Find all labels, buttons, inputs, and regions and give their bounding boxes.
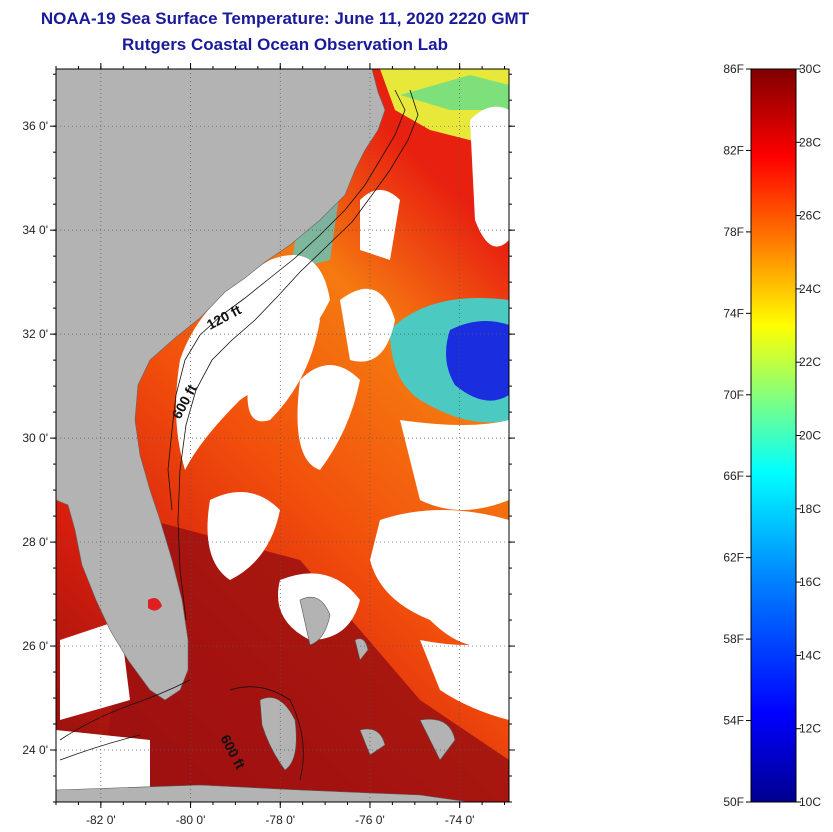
bathymetry-contours	[59, 89, 419, 781]
colorbar-c-label: 10C	[799, 795, 821, 809]
land-bahamas	[259, 596, 456, 771]
colorbar-f-label: 62F	[723, 551, 744, 565]
map-plot-area: 120 ft 600 ft 600 ft	[56, 69, 509, 802]
warm-water-region	[100, 520, 509, 802]
colorbar-f-label: 58F	[723, 632, 744, 646]
lat-tick-label: 36 0'	[22, 119, 48, 133]
lon-tick-label: -78 0'	[265, 813, 295, 827]
colorbar-f-label: 50F	[723, 795, 744, 809]
lon-tick-label: -76 0'	[355, 813, 385, 827]
colorbar-c-label: 26C	[799, 209, 821, 223]
colorbar-f-label: 74F	[723, 306, 744, 320]
latitude-axis: 36 0' 34 0' 32 0' 30 0' 28 0' 26 0' 24 0'	[22, 119, 515, 757]
colorbar-fahrenheit-axis: 86F 82F 78F 74F 70F 66F 62F 58F 54F 50F	[723, 62, 751, 809]
colorbar-c-label: 24C	[799, 282, 821, 296]
lon-tick-label: -82 0'	[86, 813, 116, 827]
map-frame	[55, 68, 510, 803]
longitude-axis: -82 0' -80 0' -78 0' -76 0' -74 0'	[86, 63, 474, 827]
lon-tick-label: -74 0'	[445, 813, 475, 827]
colorbar	[750, 68, 797, 803]
colorbar-f-label: 70F	[723, 388, 744, 402]
colorbar-f-label: 66F	[723, 469, 744, 483]
cool-water-north-green	[400, 75, 509, 110]
lat-tick-label: 24 0'	[22, 743, 48, 757]
land-cuba	[56, 784, 471, 802]
colorbar-f-label: 86F	[723, 62, 744, 76]
lat-tick-label: 34 0'	[22, 223, 48, 237]
colorbar-c-label: 16C	[799, 575, 821, 589]
colorbar-c-label: 30C	[799, 62, 821, 76]
lon-tick-label: -80 0'	[176, 813, 206, 827]
map-title: NOAA-19 Sea Surface Temperature: June 11…	[40, 9, 530, 28]
lat-tick-label: 30 0'	[22, 431, 48, 445]
colorbar-celsius-axis: 30C 28C 26C 24C 22C 20C 18C 16C 14C 12C 10C	[796, 62, 821, 809]
lake-okeechobee	[148, 598, 162, 611]
cold-eddy-core	[446, 321, 509, 401]
colorbar-f-label: 54F	[723, 714, 744, 728]
lat-tick-label: 28 0'	[22, 535, 48, 549]
colorbar-c-label: 20C	[799, 429, 821, 443]
colorbar-f-label: 78F	[723, 225, 744, 239]
map-subtitle: Rutgers Coastal Ocean Observation Lab	[122, 35, 448, 54]
lat-tick-label: 26 0'	[22, 639, 48, 653]
colorbar-f-label: 82F	[723, 143, 744, 157]
colorbar-c-label: 28C	[799, 135, 821, 149]
land-us-southeast	[56, 69, 386, 701]
colorbar-c-label: 18C	[799, 502, 821, 516]
colorbar-c-label: 14C	[799, 648, 821, 662]
colorbar-c-label: 12C	[799, 722, 821, 736]
colorbar-c-label: 22C	[799, 355, 821, 369]
lat-tick-label: 32 0'	[22, 327, 48, 341]
